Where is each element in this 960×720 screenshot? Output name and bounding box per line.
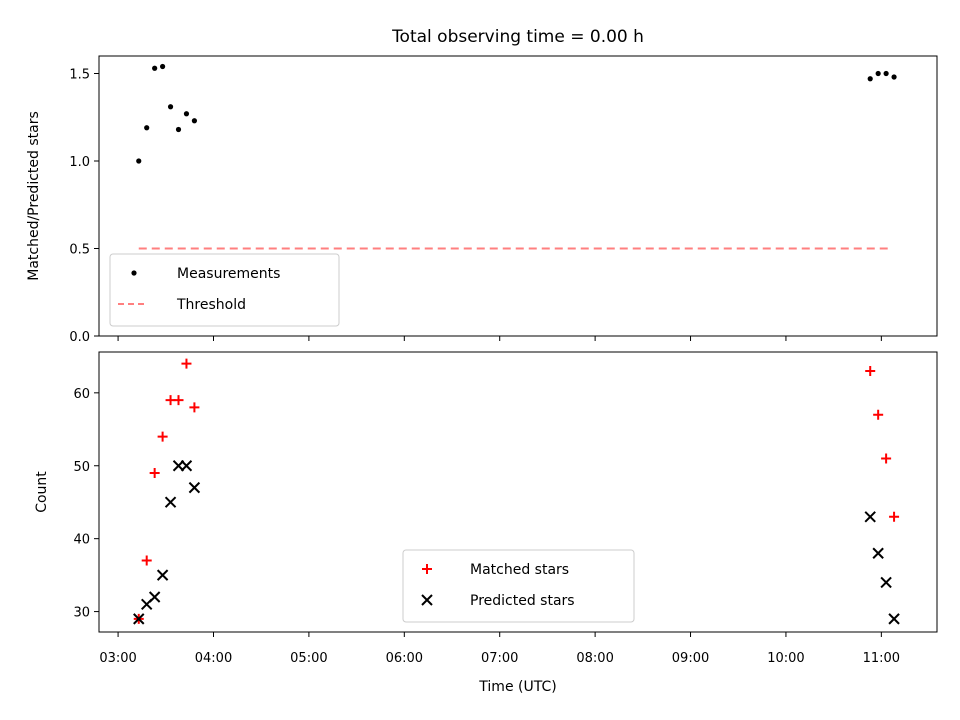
ratio-y-tick-label: 1.5 [69, 68, 90, 83]
matched-star-point [141, 555, 152, 566]
legend-label: Predicted stars [470, 593, 575, 609]
measurement-point [152, 65, 158, 71]
ratio-y-axis-label: Matched/Predicted stars [26, 111, 42, 281]
measurement-point [883, 70, 889, 77]
matched-star-point [881, 453, 892, 464]
measurement-point [867, 76, 873, 82]
legend-dot-marker [131, 270, 137, 276]
measurement-point [875, 70, 881, 77]
x-tick-label: 10:00 [767, 651, 804, 666]
measurement-point [183, 111, 190, 117]
count-y-tick-label: 50 [73, 460, 90, 475]
legend-box [109, 253, 340, 327]
count-y-tick-label: 40 [73, 533, 90, 548]
legend-label: Measurements [177, 266, 280, 282]
predicted-star-point [164, 496, 177, 508]
matched-star-point [873, 409, 884, 420]
ratio-legend: Measurements Threshold [109, 253, 340, 327]
legend-label: Threshold [176, 297, 246, 313]
count-legend: Matched stars Predicted stars [402, 549, 635, 623]
x-axis-label: Time (UTC) [478, 679, 556, 695]
x-tick-label: 05:00 [290, 651, 327, 666]
predicted-star-point [148, 591, 161, 603]
predicted-star-point [864, 511, 876, 523]
matched-star-point [189, 402, 200, 413]
x-tick-label: 06:00 [386, 651, 423, 666]
x-tick-label: 07:00 [481, 651, 518, 666]
measurement-point [167, 104, 174, 110]
ratio-y-tick-label: 1.0 [69, 155, 90, 170]
predicted-star-point [156, 569, 169, 581]
count-y-axis-label: Count [34, 471, 50, 513]
matched-star-point [173, 395, 184, 406]
matched-star-point [157, 431, 168, 442]
ratio-axes-frame [98, 55, 938, 337]
measurement-point [191, 118, 198, 124]
x-tick-label: 08:00 [576, 651, 613, 666]
predicted-star-point [888, 613, 900, 625]
ratio-panel: 0.0 0.5 1.0 1.5 Matched/Predicted stars Measu… [26, 55, 938, 345]
predicted-star-point [180, 460, 193, 472]
matched-star-point [889, 511, 900, 522]
measurement-point [891, 74, 897, 80]
measurement-point [160, 63, 166, 70]
chart-title: Total observing time = 0.00 h [391, 27, 644, 47]
legend-x-marker [421, 594, 433, 606]
predicted-star-point [133, 613, 145, 625]
x-tick-label: 03:00 [99, 651, 136, 666]
matched-star-point [865, 365, 876, 376]
predicted-star-point [872, 547, 884, 559]
matched-star-point [149, 468, 160, 479]
count-panel: 03:00 04:00 05:00 06:00 07:00 08:00 09:00 10:00… [34, 351, 938, 666]
count-y-tick-label: 30 [73, 606, 90, 621]
count-axes-frame [98, 351, 938, 633]
measurement-point [136, 158, 142, 164]
predicted-star-point [880, 576, 892, 589]
measurement-point [175, 126, 182, 133]
x-tick-label: 09:00 [672, 651, 709, 666]
predicted-star-point [188, 481, 201, 494]
x-tick-label: 04:00 [195, 651, 232, 666]
legend-label: Matched stars [470, 562, 569, 578]
legend-plus-marker [422, 564, 432, 574]
measurement-point [144, 125, 150, 131]
matched-star-point [181, 358, 192, 369]
legend-box [402, 549, 635, 623]
count-y-tick-label: 60 [73, 387, 90, 402]
ratio-y-tick-label: 0.5 [69, 243, 90, 258]
x-tick-label: 11:00 [863, 651, 900, 666]
ratio-y-tick-label: 0.0 [69, 330, 90, 345]
